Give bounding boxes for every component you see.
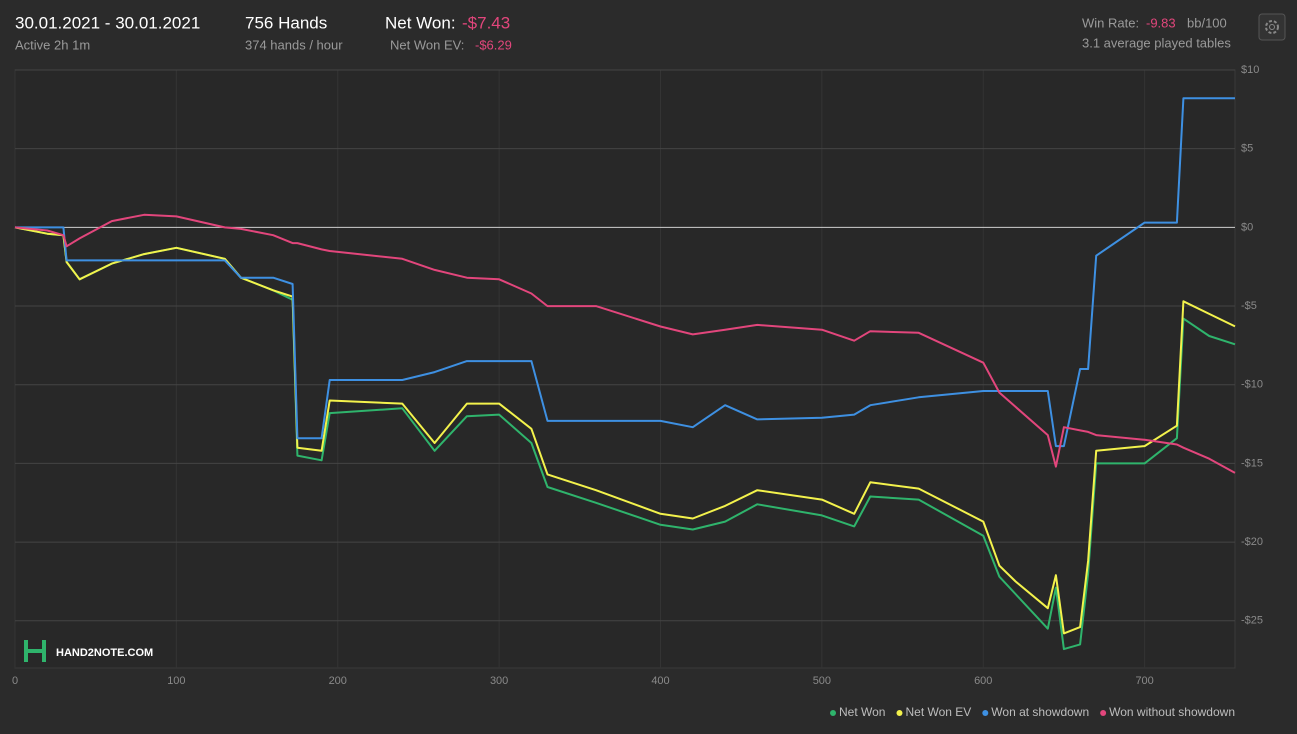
legend-label: Won at showdown	[991, 705, 1089, 719]
hands: 756 Hands	[245, 13, 327, 32]
y-tick-label: -$5	[1241, 300, 1257, 312]
win-rate-value: -9.83	[1146, 15, 1176, 30]
legend-marker	[896, 710, 903, 716]
x-tick-label: 0	[12, 675, 18, 687]
x-tick-label: 300	[490, 675, 508, 687]
y-tick-label: -$20	[1241, 536, 1263, 548]
y-tick-label: $5	[1241, 143, 1253, 155]
x-tick-label: 600	[974, 675, 992, 687]
legend-marker	[1100, 710, 1107, 716]
series-line	[15, 97, 1235, 448]
x-tick-label: 700	[1135, 675, 1153, 687]
y-tick-label: -$25	[1241, 615, 1263, 627]
date-range: 30.01.2021 - 30.01.2021	[15, 13, 200, 32]
tables: 3.1 average played tables	[1082, 35, 1231, 50]
settings-button[interactable]	[1258, 13, 1286, 41]
y-tick-label: $0	[1241, 221, 1253, 233]
hands-per-hour: 374 hands / hour	[245, 37, 343, 52]
legend-marker	[830, 710, 837, 716]
x-tick-label: 400	[651, 675, 669, 687]
x-tick-label: 500	[813, 675, 831, 687]
net-won-value: -$7.43	[462, 13, 510, 32]
net-won-ev-value: -$6.29	[475, 37, 512, 52]
legend-label: Won without showdown	[1109, 705, 1235, 719]
y-tick-label: $10	[1241, 64, 1259, 76]
x-tick-label: 200	[329, 675, 347, 687]
y-tick-label: -$15	[1241, 457, 1263, 469]
win-rate-unit: bb/100	[1187, 15, 1227, 30]
y-tick-label: -$10	[1241, 379, 1263, 391]
legend-marker	[982, 710, 989, 716]
series-line	[14, 213, 1236, 474]
x-tick-label: 100	[167, 675, 185, 687]
win-rate-label: Win Rate:	[1082, 15, 1139, 30]
series-line	[14, 226, 1236, 635]
active-time: Active 2h 1m	[15, 37, 90, 52]
net-won-label: Net Won:	[385, 13, 456, 32]
legend-label: Net Won	[839, 705, 885, 719]
logo-text: HAND2NOTE.COM	[56, 647, 153, 659]
logo: HAND2NOTE.COM	[24, 640, 153, 662]
net-won-ev-label: Net Won EV:	[390, 37, 464, 52]
legend-label: Net Won EV	[905, 705, 971, 719]
plot-area	[14, 69, 1236, 669]
